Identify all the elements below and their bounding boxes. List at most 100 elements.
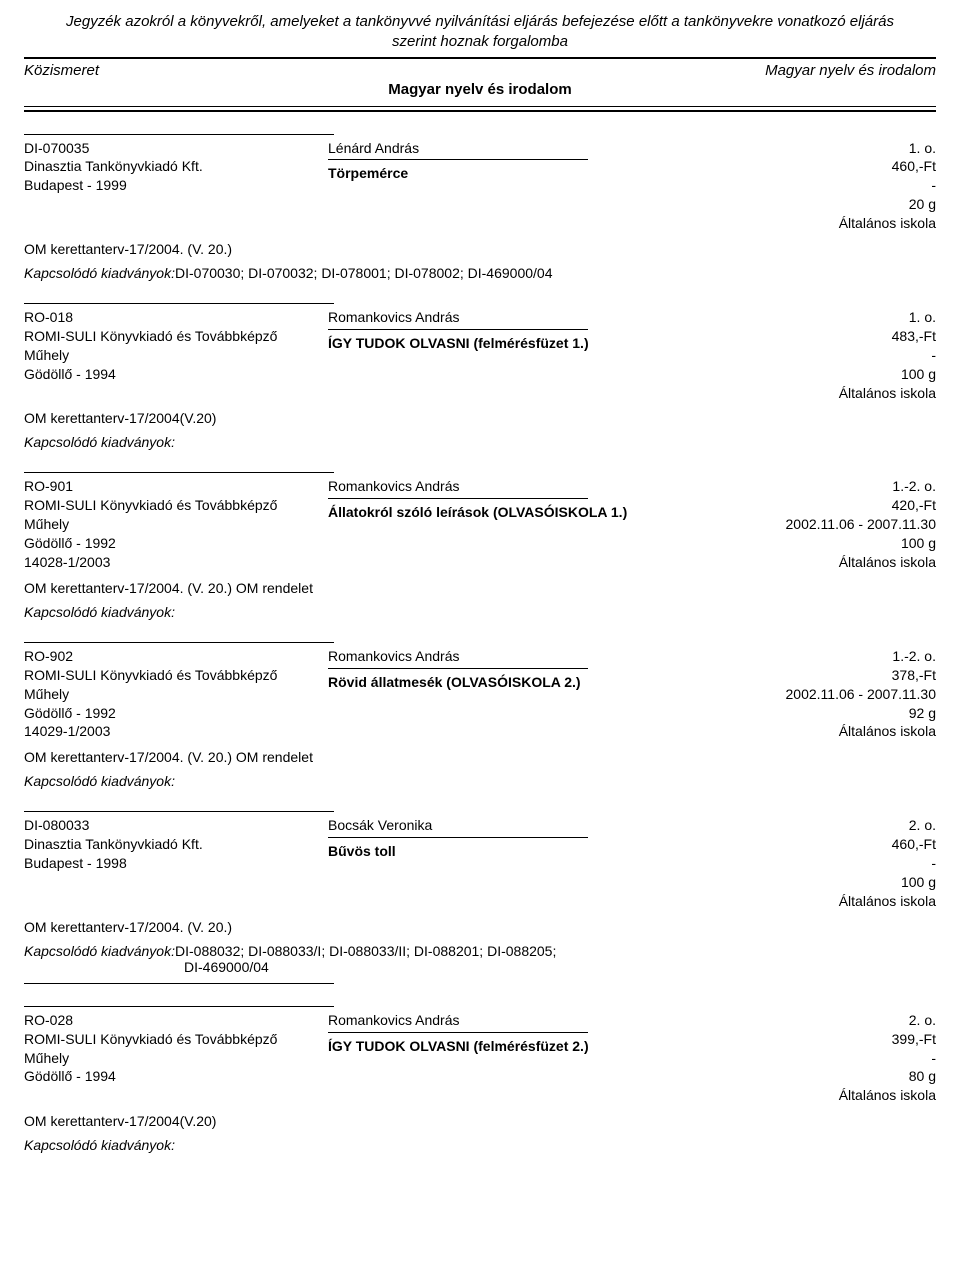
entry-left-col: DI-080033 Dinasztia Tankönyvkiadó Kft. B…	[24, 816, 324, 873]
entry-weight: 100 g	[736, 534, 936, 553]
entry-related-sub: DI-469000/04	[184, 959, 936, 975]
entry-related: Kapcsolódó kiadványok:DI-088032; DI-0880…	[24, 943, 936, 975]
entry-right-col: 1.-2. o. 420,-Ft 2002.11.06 - 2007.11.30…	[736, 477, 936, 571]
entry-title: Törpemérce	[328, 164, 736, 183]
entry-curriculum: OM kerettanterv-17/2004(V.20)	[24, 410, 936, 426]
entry-grade: 2. o.	[736, 1011, 936, 1030]
entry-weight: 92 g	[736, 704, 936, 723]
entry-mid-col: Lénárd András Törpemérce	[324, 139, 736, 184]
entry-grade: 1.-2. o.	[736, 477, 936, 496]
entry-school: Általános iskola	[736, 1086, 936, 1105]
entry-city-year: Budapest - 1999	[24, 176, 324, 195]
entry-mid-col: Romankovics András ÍGY TUDOK OLVASNI (fe…	[324, 308, 736, 353]
entry-related-label: Kapcsolódó kiadványok:	[24, 604, 175, 620]
entry-title: Bűvös toll	[328, 842, 736, 861]
entry-grade: 1. o.	[736, 139, 936, 158]
entry-related-label: Kapcsolódó kiadványok:	[24, 773, 175, 789]
header-row: Közismeret Magyar nyelv és irodalom	[24, 62, 936, 79]
entry-id: RO-902	[24, 647, 324, 666]
entry-school: Általános iskola	[736, 384, 936, 403]
entry-dates: 2002.11.06 - 2007.11.30	[736, 515, 936, 534]
entry-title: Rövid állatmesék (OLVASÓISKOLA 2.)	[328, 673, 736, 692]
entry-right-col: 1.-2. o. 378,-Ft 2002.11.06 - 2007.11.30…	[736, 647, 936, 741]
entry-city-year: Gödöllő - 1994	[24, 1067, 324, 1086]
entry-body: RO-028 ROMI-SULI Könyvkiadó és Továbbkép…	[24, 1011, 936, 1105]
entry-weight: 100 g	[736, 365, 936, 384]
entry-publisher: ROMI-SULI Könyvkiadó és Továbbképző Műhe…	[24, 1030, 324, 1068]
entry-related-label: Kapcsolódó kiadványok:	[24, 1137, 175, 1153]
entry-curriculum: OM kerettanterv-17/2004(V.20)	[24, 1113, 936, 1129]
header-right: Magyar nyelv és irodalom	[765, 62, 936, 79]
entry-related-label: Kapcsolódó kiadványok:	[24, 265, 175, 281]
entry-related-label: Kapcsolódó kiadványok:	[24, 434, 175, 450]
entry-top-divider	[24, 472, 334, 473]
entry-id: DI-080033	[24, 816, 324, 835]
entry-city-year: Gödöllő - 1992	[24, 704, 324, 723]
entry-mid-divider	[328, 668, 588, 669]
book-entry: RO-901 ROMI-SULI Könyvkiadó és Továbbkép…	[24, 472, 936, 619]
entry-author: Romankovics András	[328, 477, 736, 496]
entry-top-divider	[24, 811, 334, 812]
entry-mid-divider	[328, 1032, 588, 1033]
entry-title: ÍGY TUDOK OLVASNI (felmérésfüzet 2.)	[328, 1037, 736, 1056]
entry-left-col: RO-018 ROMI-SULI Könyvkiadó és Továbbkép…	[24, 308, 324, 384]
entry-right-col: 1. o. 460,-Ft - 20 g Általános iskola	[736, 139, 936, 233]
entry-mid-col: Romankovics András Rövid állatmesék (OLV…	[324, 647, 736, 692]
entry-publisher: ROMI-SULI Könyvkiadó és Továbbképző Műhe…	[24, 666, 324, 704]
entry-body: RO-018 ROMI-SULI Könyvkiadó és Továbbkép…	[24, 308, 936, 402]
entry-author: Romankovics András	[328, 308, 736, 327]
entry-publisher: ROMI-SULI Könyvkiadó és Továbbképző Műhe…	[24, 496, 324, 534]
header-divider	[24, 57, 936, 59]
entry-city-year: Gödöllő - 1994	[24, 365, 324, 384]
entry-dates: -	[736, 1049, 936, 1068]
header-underline-2	[24, 110, 936, 112]
entry-top-divider	[24, 303, 334, 304]
entry-price: 399,-Ft	[736, 1030, 936, 1049]
entry-mid-divider	[328, 159, 588, 160]
entry-id: RO-028	[24, 1011, 324, 1030]
entry-mid-col: Romankovics András ÍGY TUDOK OLVASNI (fe…	[324, 1011, 736, 1056]
entry-author: Romankovics András	[328, 647, 736, 666]
entry-id: RO-018	[24, 308, 324, 327]
book-entry: RO-018 ROMI-SULI Könyvkiadó és Továbbkép…	[24, 303, 936, 450]
book-entry: RO-902 ROMI-SULI Könyvkiadó és Továbbkép…	[24, 642, 936, 789]
entry-curriculum: OM kerettanterv-17/2004. (V. 20.)	[24, 241, 936, 257]
entry-under-divider	[24, 983, 334, 984]
entry-weight: 20 g	[736, 195, 936, 214]
entry-approval: 14028-1/2003	[24, 553, 324, 572]
entry-left-col: RO-902 ROMI-SULI Könyvkiadó és Továbbkép…	[24, 647, 324, 741]
entry-body: DI-070035 Dinasztia Tankönyvkiadó Kft. B…	[24, 139, 936, 233]
page-title-line2: szerint hoznak forgalomba	[392, 33, 568, 50]
entry-dates: -	[736, 176, 936, 195]
entry-price: 378,-Ft	[736, 666, 936, 685]
entry-title: Állatokról szóló leírások (OLVASÓISKOLA …	[328, 503, 736, 522]
entry-dates: -	[736, 854, 936, 873]
entry-related-refs: DI-088032; DI-088033/I; DI-088033/II; DI…	[175, 943, 556, 959]
entry-author: Lénárd András	[328, 139, 736, 158]
entry-price: 483,-Ft	[736, 327, 936, 346]
entry-top-divider	[24, 1006, 334, 1007]
entry-publisher: Dinasztia Tankönyvkiadó Kft.	[24, 157, 324, 176]
entry-body: RO-902 ROMI-SULI Könyvkiadó és Továbbkép…	[24, 647, 936, 741]
entry-body: RO-901 ROMI-SULI Könyvkiadó és Továbbkép…	[24, 477, 936, 571]
entry-related: Kapcsolódó kiadványok:	[24, 1137, 936, 1153]
entry-school: Általános iskola	[736, 892, 936, 911]
entry-left-col: DI-070035 Dinasztia Tankönyvkiadó Kft. B…	[24, 139, 324, 196]
entry-dates: -	[736, 346, 936, 365]
entries-container: DI-070035 Dinasztia Tankönyvkiadó Kft. B…	[24, 134, 936, 1154]
entry-id: RO-901	[24, 477, 324, 496]
book-entry: DI-080033 Dinasztia Tankönyvkiadó Kft. B…	[24, 811, 936, 983]
entry-top-divider	[24, 642, 334, 643]
entry-approval: 14029-1/2003	[24, 722, 324, 741]
entry-publisher: ROMI-SULI Könyvkiadó és Továbbképző Műhe…	[24, 327, 324, 365]
entry-right-col: 2. o. 399,-Ft - 80 g Általános iskola	[736, 1011, 936, 1105]
header-left: Közismeret	[24, 62, 99, 79]
entry-right-col: 2. o. 460,-Ft - 100 g Általános iskola	[736, 816, 936, 910]
entry-weight: 80 g	[736, 1067, 936, 1086]
book-entry: DI-070035 Dinasztia Tankönyvkiadó Kft. B…	[24, 134, 936, 281]
entry-grade: 1.-2. o.	[736, 647, 936, 666]
entry-related: Kapcsolódó kiadványok:	[24, 773, 936, 789]
entry-mid-divider	[328, 837, 588, 838]
entry-price: 460,-Ft	[736, 157, 936, 176]
entry-price: 460,-Ft	[736, 835, 936, 854]
